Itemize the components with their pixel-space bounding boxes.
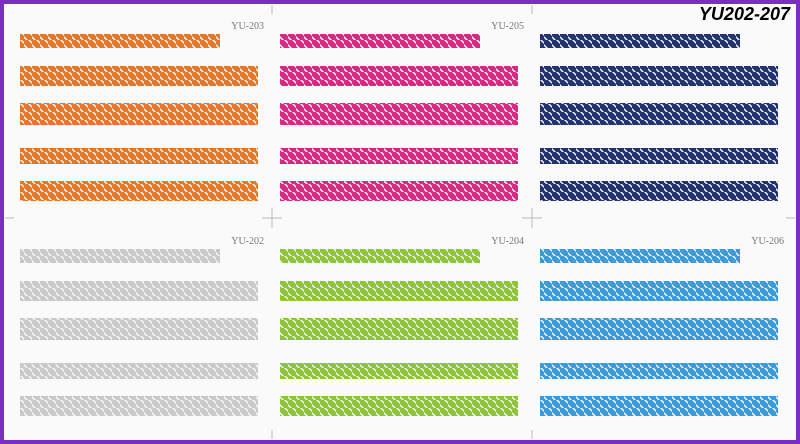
sticker-strip bbox=[20, 66, 258, 86]
panel-label: YU-202 bbox=[231, 236, 264, 247]
sticker-strip bbox=[20, 148, 258, 164]
sticker-strip bbox=[540, 103, 778, 125]
sticker-strip bbox=[20, 363, 258, 379]
sticker-strip bbox=[20, 34, 220, 48]
sticker-strip bbox=[540, 34, 740, 48]
sticker-strip bbox=[280, 363, 518, 379]
sticker-strip bbox=[280, 281, 518, 301]
sticker-strip bbox=[20, 318, 258, 340]
sticker-strip bbox=[280, 148, 518, 164]
sticker-strip bbox=[540, 249, 740, 263]
sticker-strip bbox=[280, 318, 518, 340]
panel-label: YU-203 bbox=[231, 21, 264, 32]
panel-label: YU-205 bbox=[491, 21, 524, 32]
sticker-strip bbox=[20, 281, 258, 301]
sticker-strip bbox=[280, 249, 480, 263]
sticker-strip bbox=[280, 103, 518, 125]
sticker-strip bbox=[20, 249, 220, 263]
sticker-strip bbox=[20, 396, 258, 416]
panel-label: YU-206 bbox=[751, 236, 784, 247]
panel-label: YU-204 bbox=[491, 236, 524, 247]
sticker-strip bbox=[280, 396, 518, 416]
sticker-strip bbox=[20, 181, 258, 201]
sticker-strip bbox=[540, 396, 778, 416]
sticker-strip bbox=[280, 66, 518, 86]
sticker-strip bbox=[540, 66, 778, 86]
sticker-strip bbox=[540, 148, 778, 164]
sticker-strip bbox=[540, 181, 778, 201]
sticker-strip bbox=[280, 181, 518, 201]
title: YU202-207 bbox=[699, 4, 791, 24]
sticker-strip bbox=[540, 363, 778, 379]
sticker-strip bbox=[280, 34, 480, 48]
sticker-strip bbox=[540, 318, 778, 340]
crop-marks bbox=[5, 5, 795, 439]
sticker-strip bbox=[20, 103, 258, 125]
sticker-strip bbox=[540, 281, 778, 301]
